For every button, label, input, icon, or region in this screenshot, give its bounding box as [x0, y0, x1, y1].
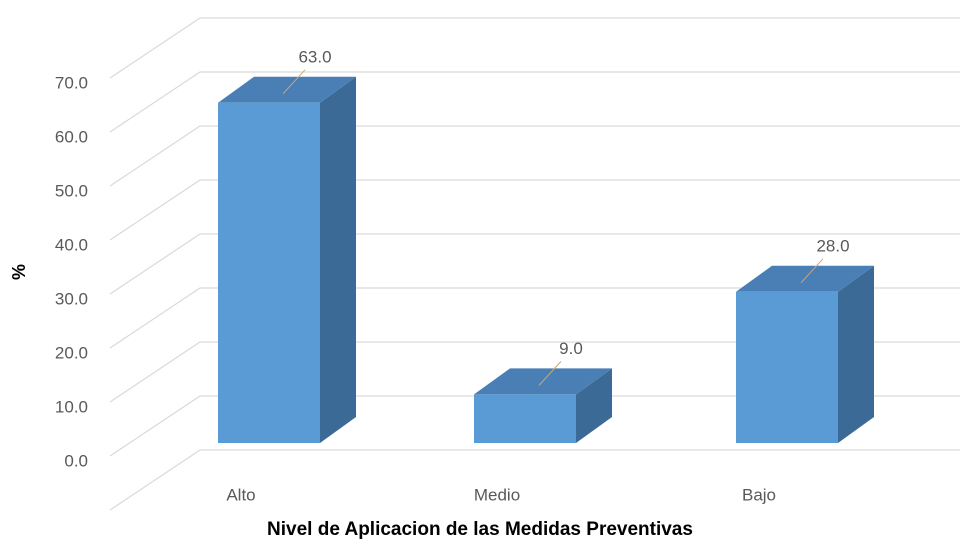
y-tick-label: 0.0: [64, 451, 88, 470]
grid-line: [109, 71, 960, 133]
x-tick-label: Medio: [474, 485, 520, 504]
bar-side: [320, 76, 356, 444]
x-tick-label: Alto: [226, 485, 255, 504]
bar: [736, 265, 874, 443]
y-axis-label: %: [9, 264, 29, 280]
leader-line: [800, 258, 824, 284]
data-label: 28.0: [816, 236, 849, 255]
y-tick-label: 70.0: [55, 73, 88, 92]
leader-line: [282, 69, 306, 95]
bar-front: [474, 394, 576, 443]
leader-line: [538, 361, 562, 386]
x-axis-label: Nivel de Aplicacion de las Medidas Preve…: [267, 519, 693, 540]
y-tick-label: 10.0: [55, 397, 88, 416]
bar-front: [736, 291, 838, 443]
grid-line: [109, 341, 960, 403]
y-tick-label: 60.0: [55, 127, 88, 146]
data-label: 9.0: [559, 339, 583, 358]
bar: [474, 368, 612, 443]
bar-front: [218, 102, 320, 444]
grid-line: [109, 179, 960, 241]
y-tick-label: 40.0: [55, 235, 88, 254]
y-tick-label: 50.0: [55, 181, 88, 200]
grid-line: [109, 395, 960, 457]
y-tick-label: 30.0: [55, 289, 88, 308]
bar-side: [838, 265, 874, 443]
x-tick-label: Bajo: [742, 485, 776, 504]
grid-line: [109, 287, 960, 349]
bar-side: [576, 368, 612, 443]
grid-line: [109, 125, 960, 187]
data-label: 63.0: [298, 47, 331, 66]
y-tick-label: 20.0: [55, 343, 88, 362]
wall-top: [109, 17, 960, 79]
bar: [218, 76, 356, 444]
grid-line: [109, 449, 960, 511]
grid-line: [109, 233, 960, 295]
